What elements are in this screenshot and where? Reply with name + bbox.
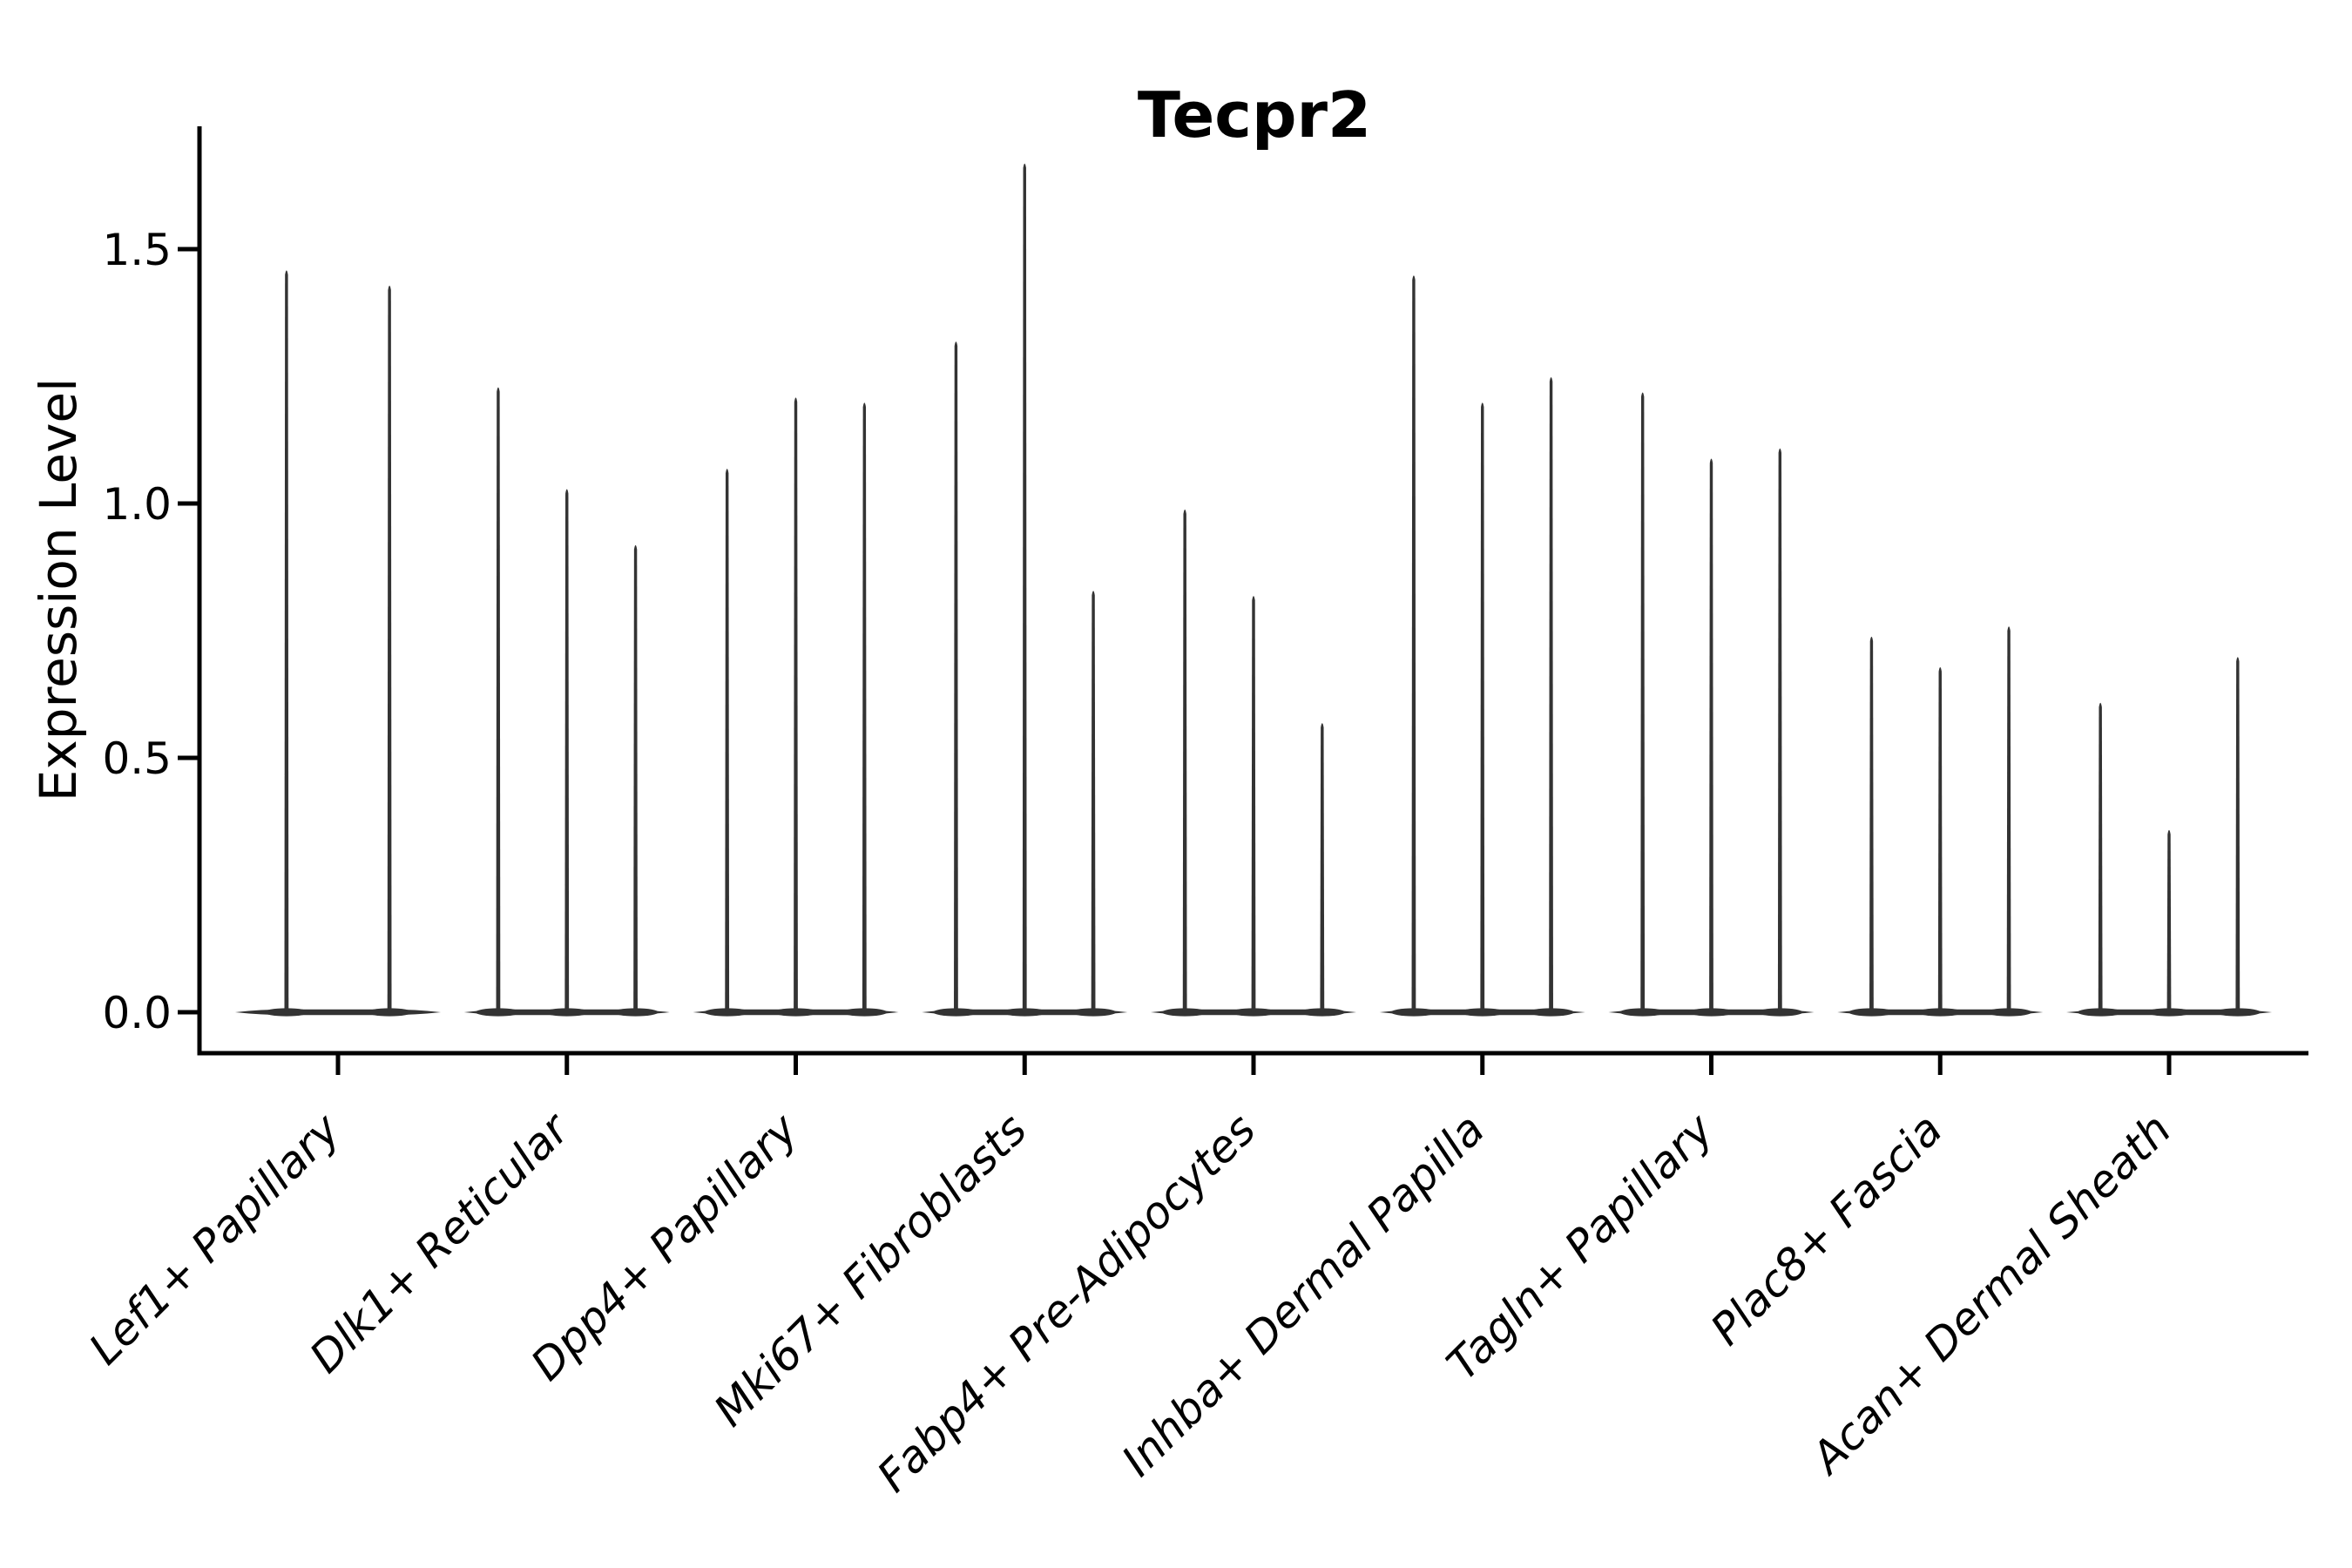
violin-spike: [1709, 458, 1713, 1012]
x-tick-label: Acan+ Dermal Sheath: [1801, 1104, 2181, 1484]
violin-spike: [1869, 636, 1874, 1012]
y-tick-label: 1.5: [102, 225, 172, 275]
x-tick-label: Plac8+ Fascia: [1701, 1104, 1952, 1355]
violin-spike: [725, 469, 730, 1012]
violin-spike: [1549, 377, 1553, 1012]
y-tick-label: 1.0: [102, 479, 172, 530]
chart-title-text: Tecpr2: [1137, 78, 1372, 152]
violin-spike: [496, 387, 501, 1012]
y-tick-label: 0.5: [102, 733, 172, 784]
y-axis-label: Expression Level: [29, 166, 88, 801]
violin-spike: [954, 341, 958, 1012]
violin-spike: [1640, 392, 1646, 1012]
violin-spike: [1937, 666, 1943, 1012]
violin-spike: [633, 544, 638, 1012]
x-tick-label: Fabp4+ Pre-Adipocytes: [868, 1104, 1266, 1502]
violin-spike: [1411, 275, 1416, 1012]
violin-spike: [2166, 829, 2172, 1012]
x-tick-label: Lef1+ Papillary: [79, 1103, 350, 1374]
violin-spike: [794, 397, 798, 1012]
violin-spike: [564, 489, 570, 1012]
violin-spike: [2098, 702, 2103, 1012]
violin-spike: [1777, 448, 1782, 1012]
y-tick-label: 0.0: [102, 988, 172, 1038]
violin-spike: [2006, 626, 2011, 1012]
violin-spike: [1022, 163, 1027, 1013]
violin-spike: [284, 270, 289, 1012]
violin-spike: [2235, 657, 2240, 1012]
violin-spike: [1480, 402, 1485, 1012]
violin-spike: [1320, 723, 1325, 1012]
violin-spike: [1091, 591, 1096, 1012]
violin-spike: [1251, 596, 1256, 1012]
violin-spike: [387, 285, 392, 1012]
violin-spike: [862, 402, 867, 1012]
x-tick-label: Inhba+ Dermal Papilla: [1112, 1104, 1494, 1485]
y-axis-label-text: Expression Level: [29, 377, 88, 802]
violin-spike: [1182, 509, 1187, 1012]
